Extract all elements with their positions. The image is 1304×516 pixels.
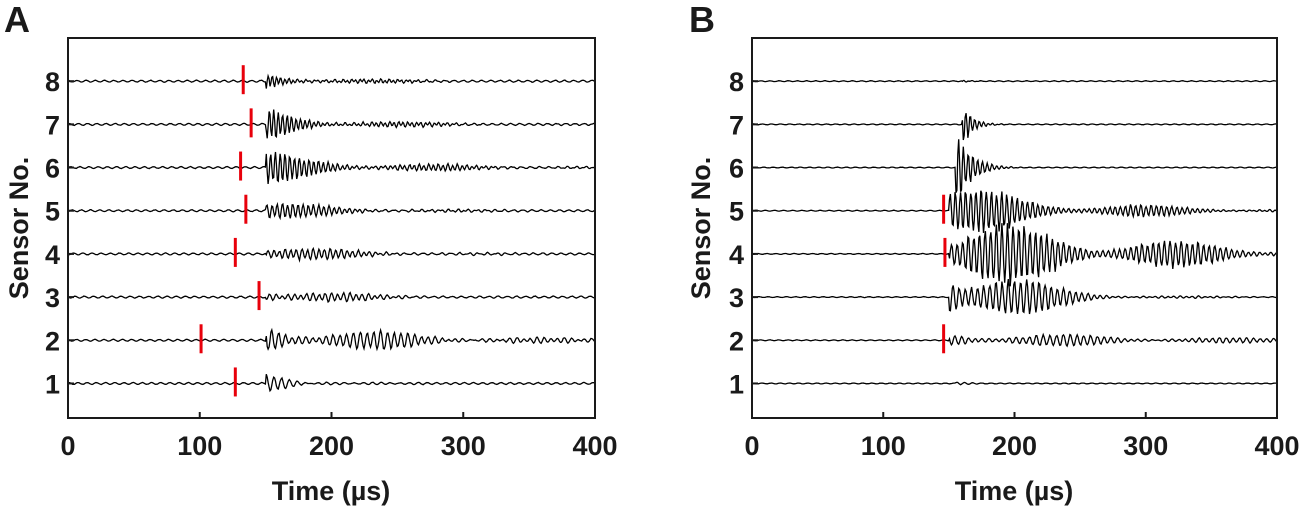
waveform-trace-sensor-3 [68, 291, 595, 304]
panel-b: B 0 100 200 300 400 1 2 3 4 5 6 7 8 Time (µs) Senso… [686, 0, 1300, 506]
markers-a [199, 65, 261, 397]
panel-label-a: A [4, 0, 30, 40]
y-tick-label: 7 [45, 110, 60, 140]
x-tick-label: 0 [60, 431, 75, 461]
y-tick-label: 2 [729, 326, 744, 356]
x-tick-label: 200 [992, 431, 1037, 461]
waveform-trace-sensor-1 [68, 374, 595, 393]
x-tick-label: 0 [744, 431, 759, 461]
waveform-trace-sensor-7 [68, 109, 595, 139]
y-axis-label-a: Sensor No. [4, 157, 34, 300]
y-tick-label: 4 [729, 240, 744, 270]
y-ticks-a: 1 2 3 4 5 6 7 8 [45, 67, 74, 399]
y-tick-label: 8 [729, 67, 744, 97]
waveform-trace-sensor-5 [68, 201, 595, 221]
y-tick-label: 8 [45, 67, 60, 97]
waveform-trace-sensor-7 [752, 113, 1277, 141]
panel-label-b: B [689, 0, 715, 40]
markers-b [942, 194, 947, 354]
y-axis-label-b: Sensor No. [686, 157, 716, 300]
waveform-trace-sensor-3 [752, 279, 1277, 315]
waveform-trace-sensor-4 [68, 246, 595, 263]
y-tick-label: 2 [45, 326, 60, 356]
x-axis-label-a: Time (µs) [272, 476, 391, 506]
waveform-trace-sensor-4 [752, 223, 1277, 287]
y-ticks-b: 1 2 3 4 5 6 7 8 [729, 67, 758, 399]
traces-b [752, 79, 1277, 386]
waveform-trace-sensor-1 [752, 381, 1277, 386]
waveform-trace-sensor-2 [68, 327, 595, 352]
x-tick-label: 300 [1123, 431, 1168, 461]
waveform-trace-sensor-6 [752, 139, 1277, 193]
traces-a [68, 73, 595, 393]
y-tick-label: 3 [729, 283, 744, 313]
waveform-trace-sensor-6 [68, 151, 595, 184]
y-tick-label: 1 [729, 369, 744, 399]
x-tick-label: 300 [441, 431, 486, 461]
x-axis-label-b: Time (µs) [955, 476, 1074, 506]
panel-a: A 0 100 200 300 400 1 2 3 4 5 6 7 8 Time (µs) Senso… [4, 0, 618, 506]
x-tick-label: 400 [1254, 431, 1299, 461]
waveform-trace-sensor-5 [752, 190, 1277, 233]
x-ticks-a: 0 100 200 300 400 [60, 412, 618, 461]
plot-frame-a [67, 37, 596, 419]
x-ticks-b: 0 100 200 300 400 [744, 412, 1300, 461]
trace-group-b [752, 79, 1277, 386]
plot-frame-b [751, 37, 1278, 419]
y-tick-label: 7 [729, 110, 744, 140]
y-tick-label: 4 [45, 240, 60, 270]
y-tick-label: 3 [45, 283, 60, 313]
waveform-trace-sensor-8 [752, 79, 1277, 83]
trace-group-a [68, 73, 595, 393]
x-tick-label: 100 [177, 431, 222, 461]
x-tick-label: 200 [309, 431, 354, 461]
y-tick-label: 6 [729, 154, 744, 184]
y-tick-label: 1 [45, 369, 60, 399]
x-tick-label: 100 [861, 431, 906, 461]
y-tick-label: 6 [45, 154, 60, 184]
waveform-trace-sensor-8 [68, 73, 595, 89]
y-tick-label: 5 [729, 197, 744, 227]
x-tick-label: 400 [572, 431, 617, 461]
waveform-trace-sensor-2 [752, 332, 1277, 348]
y-tick-label: 5 [45, 197, 60, 227]
